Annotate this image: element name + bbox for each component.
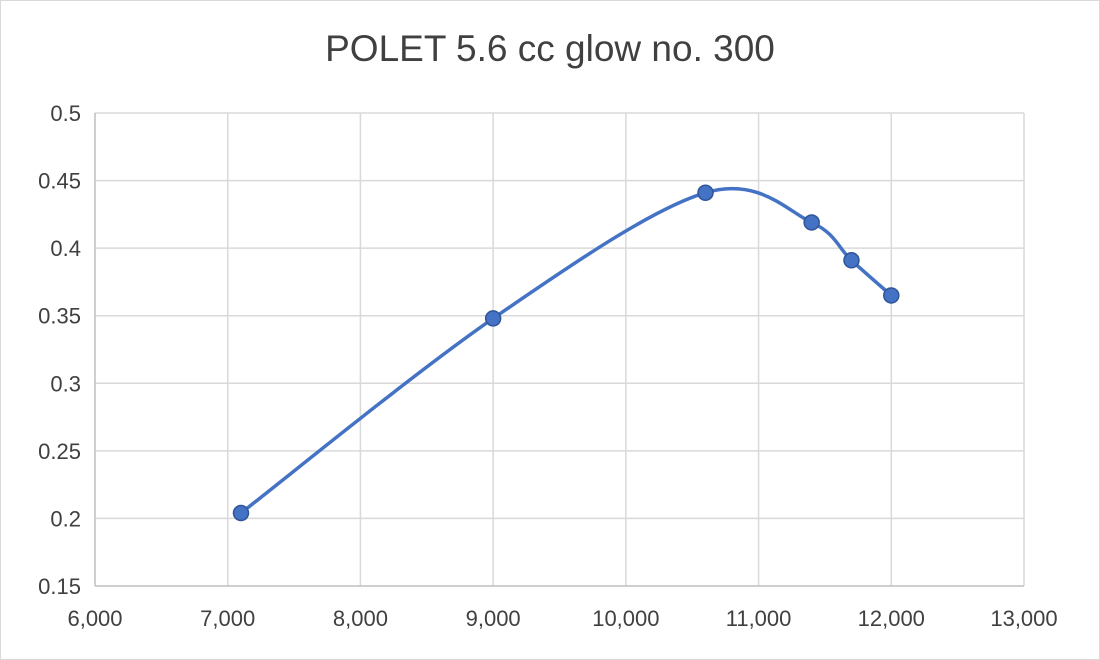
axes <box>94 113 1024 587</box>
x-tick-label: 12,000 <box>858 606 925 631</box>
x-tick-label: 11,000 <box>726 606 792 631</box>
y-tick-label: 0.45 <box>38 169 81 194</box>
data-point <box>803 214 820 231</box>
x-tick-label: 10,000 <box>592 606 659 631</box>
series-line <box>239 186 894 515</box>
tick-labels: 6,000 7,000 8,000 9,000 10,000 11,000 12,000 13… <box>38 101 1057 631</box>
data-point <box>697 184 714 201</box>
data-point <box>484 310 502 327</box>
chart-title: POLET 5.6 cc glow no. 300 <box>325 28 775 69</box>
y-tick-label: 0.15 <box>38 574 81 599</box>
y-tick-label: 0.4 <box>50 236 81 261</box>
grid-lines <box>95 112 1025 586</box>
x-tick-label: 6,000 <box>67 606 122 631</box>
data-point <box>883 287 900 304</box>
data-point <box>232 504 250 522</box>
y-tick-label: 0.5 <box>50 101 81 126</box>
data-point <box>843 252 860 269</box>
y-tick-label: 0.25 <box>38 439 81 464</box>
x-tick-label: 13,000 <box>990 606 1057 631</box>
x-tick-label: 8,000 <box>333 606 388 631</box>
y-tick-label: 0.3 <box>50 371 81 396</box>
series <box>232 184 900 522</box>
x-tick-label: 7,000 <box>200 606 255 631</box>
y-tick-label: 0.35 <box>38 304 81 329</box>
x-tick-label: 9,000 <box>466 606 521 631</box>
y-tick-label: 0.2 <box>50 506 81 531</box>
